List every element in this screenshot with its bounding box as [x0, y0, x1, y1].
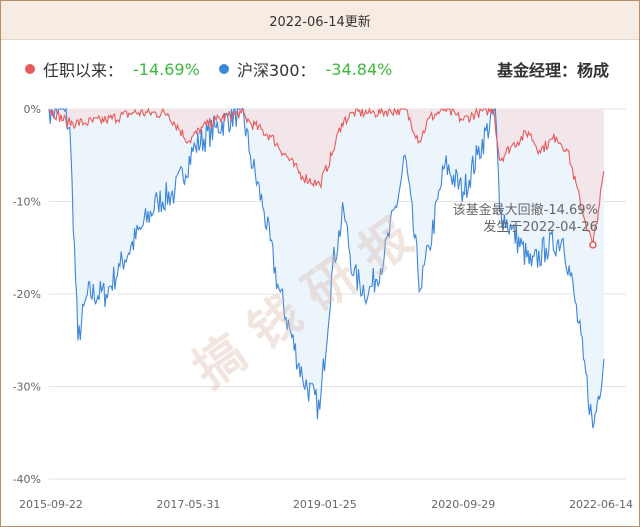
update-header: 2022-06-14更新	[1, 1, 639, 40]
fund-dot-icon	[25, 64, 35, 74]
x-tick-label: 2019-01-25	[293, 498, 357, 511]
legend-item-index[interactable]: 沪深300： -34.84%	[219, 57, 392, 81]
fund-manager: 基金经理：杨成	[496, 61, 609, 80]
series-area	[49, 109, 604, 429]
fund-label: 任职以来：	[43, 61, 124, 80]
y-tick-label: 0%	[24, 103, 41, 116]
y-axis-ticks: 0% -10% -20% -30% -40%	[13, 103, 41, 486]
series-line	[48, 107, 605, 429]
annotation-line-2: 发生于2022-04-26	[483, 219, 598, 235]
area-fills	[49, 109, 604, 429]
legend-item-fund[interactable]: 任职以来： -14.69%	[25, 57, 200, 81]
y-tick-label: -40%	[13, 473, 41, 486]
update-date-text: 2022-06-14更新	[269, 14, 371, 30]
index-value: -34.84%	[325, 59, 393, 79]
legend: 任职以来： -14.69% 沪深300： -34.84% 基金经理：杨成	[1, 57, 639, 87]
annotation-line-1: 该基金最大回撤-14.69%	[453, 202, 598, 218]
y-tick-label: -20%	[13, 288, 41, 301]
x-axis-ticks: 2015-09-22 2017-05-31 2019-01-25 2020-09-29…	[19, 498, 633, 511]
x-tick-label: 2017-05-31	[156, 498, 220, 511]
index-dot-icon	[219, 64, 229, 74]
series-area	[49, 109, 604, 245]
index-label: 沪深300：	[237, 61, 316, 80]
y-tick-label: -10%	[13, 196, 41, 209]
y-tick-label: -30%	[13, 381, 41, 394]
x-tick-label: 2022-06-14	[569, 498, 633, 511]
max-drawdown-marker	[589, 241, 597, 249]
fund-value: -14.69%	[133, 59, 200, 79]
series-lines	[48, 106, 605, 429]
x-tick-label: 2020-09-29	[431, 498, 495, 511]
x-tick-label: 2015-09-22	[19, 498, 83, 511]
series-line	[48, 106, 605, 246]
